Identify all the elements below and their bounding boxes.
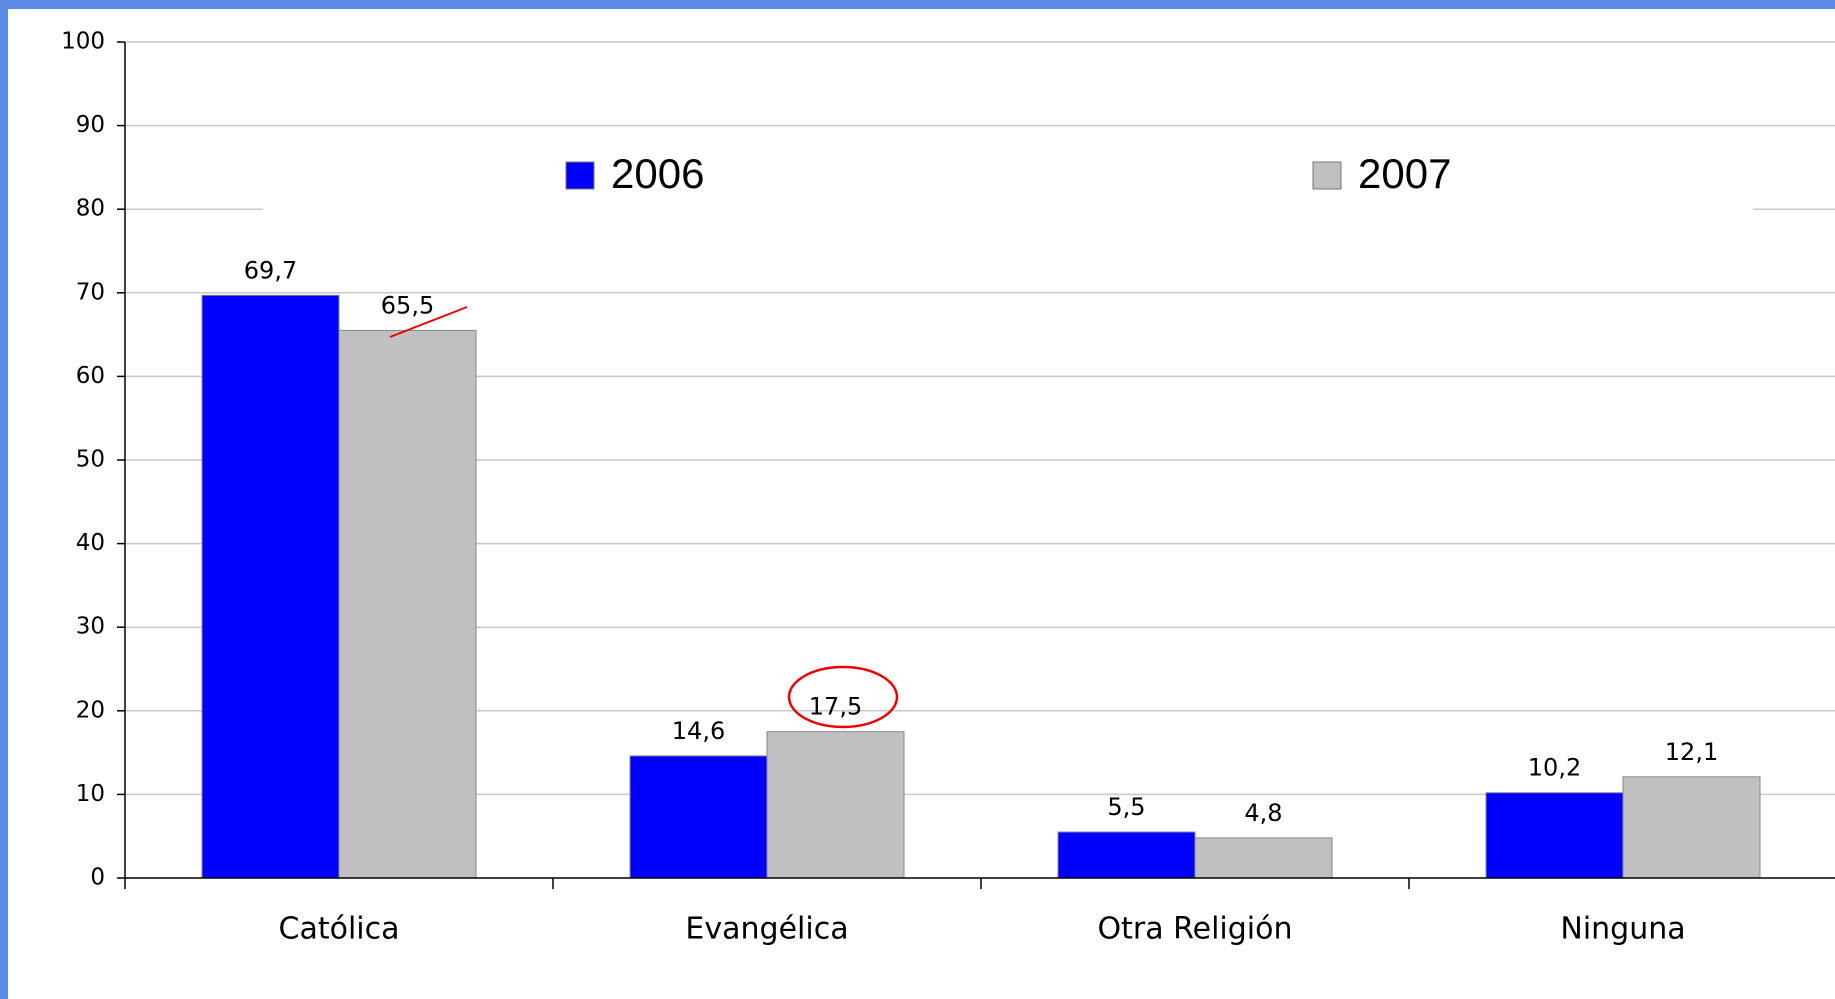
bar xyxy=(766,731,905,879)
value-label: 14,6 xyxy=(672,717,725,745)
x-tick-label: Católica xyxy=(279,912,400,947)
y-tick-label: 60 xyxy=(76,363,105,389)
y-tick-label: 100 xyxy=(61,29,105,55)
marks xyxy=(201,294,1761,879)
bar xyxy=(1622,776,1761,879)
value-label: 17,5 xyxy=(809,693,862,721)
y-tick-label: 50 xyxy=(76,447,105,473)
legend-background xyxy=(263,140,1753,216)
value-label: 10,2 xyxy=(1528,754,1581,782)
y-tick-label: 0 xyxy=(90,865,105,891)
value-label: 69,7 xyxy=(244,256,297,284)
legend-label: 2007 xyxy=(1358,150,1451,197)
x-tick-label: Ninguna xyxy=(1560,912,1685,947)
y-tick-label: 70 xyxy=(76,279,105,305)
bar xyxy=(1485,792,1624,879)
y-tick-label: 40 xyxy=(76,530,105,556)
value-label: 65,5 xyxy=(381,291,434,319)
legend-swatch xyxy=(565,161,595,190)
y-tick-label: 20 xyxy=(76,697,105,723)
y-tick-label: 80 xyxy=(76,196,105,222)
legend-label: 2006 xyxy=(611,150,704,197)
legend-swatch xyxy=(1312,161,1342,190)
bar xyxy=(1057,831,1196,879)
y-tick-label: 30 xyxy=(76,614,105,640)
x-tick-label: Otra Religión xyxy=(1098,912,1293,947)
top-border xyxy=(0,0,1835,9)
annotation-circle xyxy=(787,665,899,729)
bar xyxy=(201,294,340,879)
x-tick-label: Evangélica xyxy=(685,912,848,947)
bar xyxy=(629,755,768,879)
value-label: 4,8 xyxy=(1244,799,1282,827)
y-tick-label: 10 xyxy=(76,781,105,807)
value-label: 12,1 xyxy=(1665,738,1718,766)
value-label: 5,5 xyxy=(1107,793,1145,821)
bar xyxy=(338,329,477,879)
bar xyxy=(1194,837,1333,879)
left-border xyxy=(0,0,8,999)
y-tick-label: 90 xyxy=(76,112,105,138)
annotation-strike xyxy=(389,306,468,338)
